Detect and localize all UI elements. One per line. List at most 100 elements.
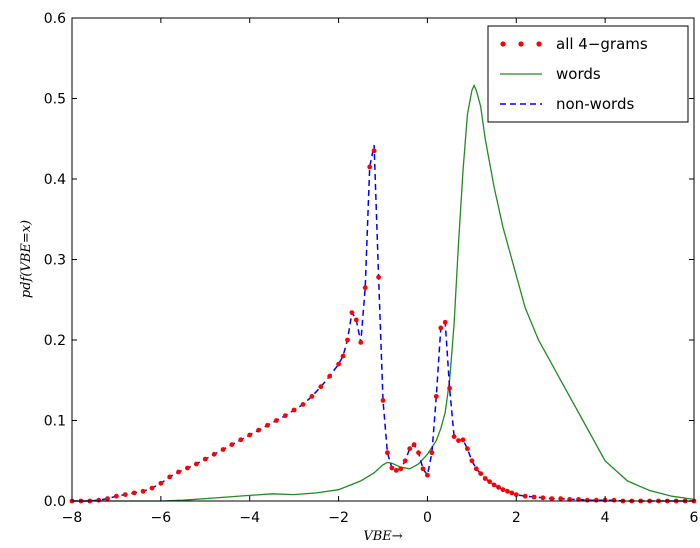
data-point-all-4grams — [176, 469, 182, 475]
data-point-all-4grams — [256, 427, 261, 433]
data-point-all-4grams — [114, 493, 119, 499]
data-point-all-4grams — [131, 490, 137, 496]
data-point-all-4grams — [362, 285, 368, 291]
data-point-all-4grams — [340, 353, 346, 359]
data-point-all-4grams — [593, 497, 599, 503]
data-point-all-4grams — [247, 432, 253, 438]
y-tick-label: 0.4 — [44, 172, 66, 188]
y-tick-label: 0.2 — [44, 333, 66, 349]
data-point-all-4grams — [491, 482, 497, 488]
data-point-all-4grams — [411, 442, 417, 447]
x-tick-label: 0 — [423, 510, 432, 526]
y-axis-label: pdf(VBE=x) — [19, 220, 34, 298]
data-point-all-4grams — [389, 465, 395, 471]
y-tick-label: 0.1 — [44, 414, 66, 430]
data-point-all-4grams — [291, 407, 297, 413]
legend-label: all 4−grams — [556, 35, 648, 53]
data-point-all-4grams — [318, 384, 324, 390]
data-point-all-4grams — [447, 385, 452, 391]
data-point-all-4grams — [149, 485, 155, 491]
data-point-all-4grams — [585, 497, 590, 503]
data-point-all-4grams — [416, 450, 421, 456]
data-point-all-4grams — [393, 468, 399, 473]
data-point-all-4grams — [349, 310, 355, 315]
data-point-all-4grams — [558, 496, 564, 501]
x-tick-label: −4 — [239, 510, 260, 526]
data-point-all-4grams — [220, 447, 226, 452]
data-point-all-4grams — [211, 451, 217, 457]
data-point-all-4grams — [327, 373, 333, 379]
data-point-all-4grams — [194, 461, 199, 467]
data-point-all-4grams — [265, 422, 270, 428]
y-tick-label: 0.6 — [44, 11, 66, 27]
data-point-all-4grams — [473, 466, 479, 472]
legend-marker-all-4grams — [536, 41, 542, 47]
legend-label: words — [556, 65, 601, 83]
data-point-all-4grams — [487, 479, 492, 485]
data-point-all-4grams — [460, 437, 466, 443]
data-point-all-4grams — [478, 471, 484, 476]
data-point-all-4grams — [549, 496, 555, 501]
data-point-all-4grams — [611, 497, 617, 503]
data-point-all-4grams — [122, 492, 128, 497]
x-tick-label: −8 — [62, 510, 83, 526]
x-tick-label: −2 — [328, 510, 349, 526]
data-point-all-4grams — [469, 458, 475, 464]
data-point-all-4grams — [433, 394, 439, 399]
data-point-all-4grams — [300, 402, 306, 407]
data-point-all-4grams — [140, 488, 146, 494]
y-tick-label: 0.3 — [44, 253, 66, 269]
data-point-all-4grams — [336, 361, 341, 367]
x-tick-label: −6 — [151, 510, 172, 526]
data-point-all-4grams — [407, 446, 413, 452]
data-point-all-4grams — [531, 494, 537, 500]
data-point-all-4grams — [202, 456, 208, 462]
data-point-all-4grams — [238, 437, 244, 443]
data-point-all-4grams — [425, 472, 430, 478]
y-tick-label: 0.5 — [44, 92, 66, 108]
data-point-all-4grams — [367, 164, 373, 170]
data-point-all-4grams — [380, 398, 386, 403]
data-point-all-4grams — [522, 493, 528, 499]
legend-entries: all 4−grams words non-words — [500, 35, 648, 113]
data-point-all-4grams — [274, 418, 279, 423]
data-point-all-4grams — [158, 480, 164, 486]
data-point-all-4grams — [402, 458, 408, 464]
data-point-all-4grams — [105, 496, 110, 501]
data-point-all-4grams — [482, 476, 488, 481]
series-line-words — [72, 84, 695, 502]
data-point-all-4grams — [505, 488, 510, 494]
data-point-all-4grams — [442, 319, 448, 325]
data-point-all-4grams — [513, 492, 519, 497]
data-point-all-4grams — [309, 394, 315, 399]
data-point-all-4grams — [398, 466, 404, 472]
data-point-all-4grams — [185, 465, 190, 471]
data-point-all-4grams — [456, 438, 461, 443]
x-tick-label: 2 — [512, 510, 521, 526]
data-point-all-4grams — [229, 442, 235, 447]
x-tick-label: 4 — [601, 510, 610, 526]
data-point-all-4grams — [353, 317, 359, 323]
data-point-all-4grams — [500, 487, 506, 493]
data-point-all-4grams — [438, 325, 444, 331]
data-point-all-4grams — [496, 484, 501, 490]
legend: all 4−grams words non-words — [487, 25, 689, 123]
data-point-all-4grams — [509, 490, 515, 496]
data-point-all-4grams — [282, 413, 288, 419]
data-point-all-4grams — [376, 274, 381, 280]
legend-label: non-words — [556, 95, 634, 113]
x-tick-label: 6 — [690, 510, 699, 526]
ticks-layer: −8 −6 −4 −2 0 2 4 6 0.0 0.1 0.2 0.3 0.4 0.5 0.6 — [44, 11, 699, 526]
data-point-all-4grams — [451, 434, 457, 439]
data-point-all-4grams — [385, 450, 390, 456]
legend-marker-all-4grams — [500, 41, 506, 47]
data-point-all-4grams — [420, 466, 426, 472]
data-point-all-4grams — [465, 446, 470, 452]
data-point-all-4grams — [96, 497, 102, 503]
legend-marker-all-4grams — [518, 41, 524, 47]
data-point-all-4grams — [358, 340, 364, 345]
x-axis-label: VBE→ — [363, 529, 402, 544]
data-point-all-4grams — [429, 450, 435, 456]
data-point-all-4grams — [167, 474, 173, 480]
